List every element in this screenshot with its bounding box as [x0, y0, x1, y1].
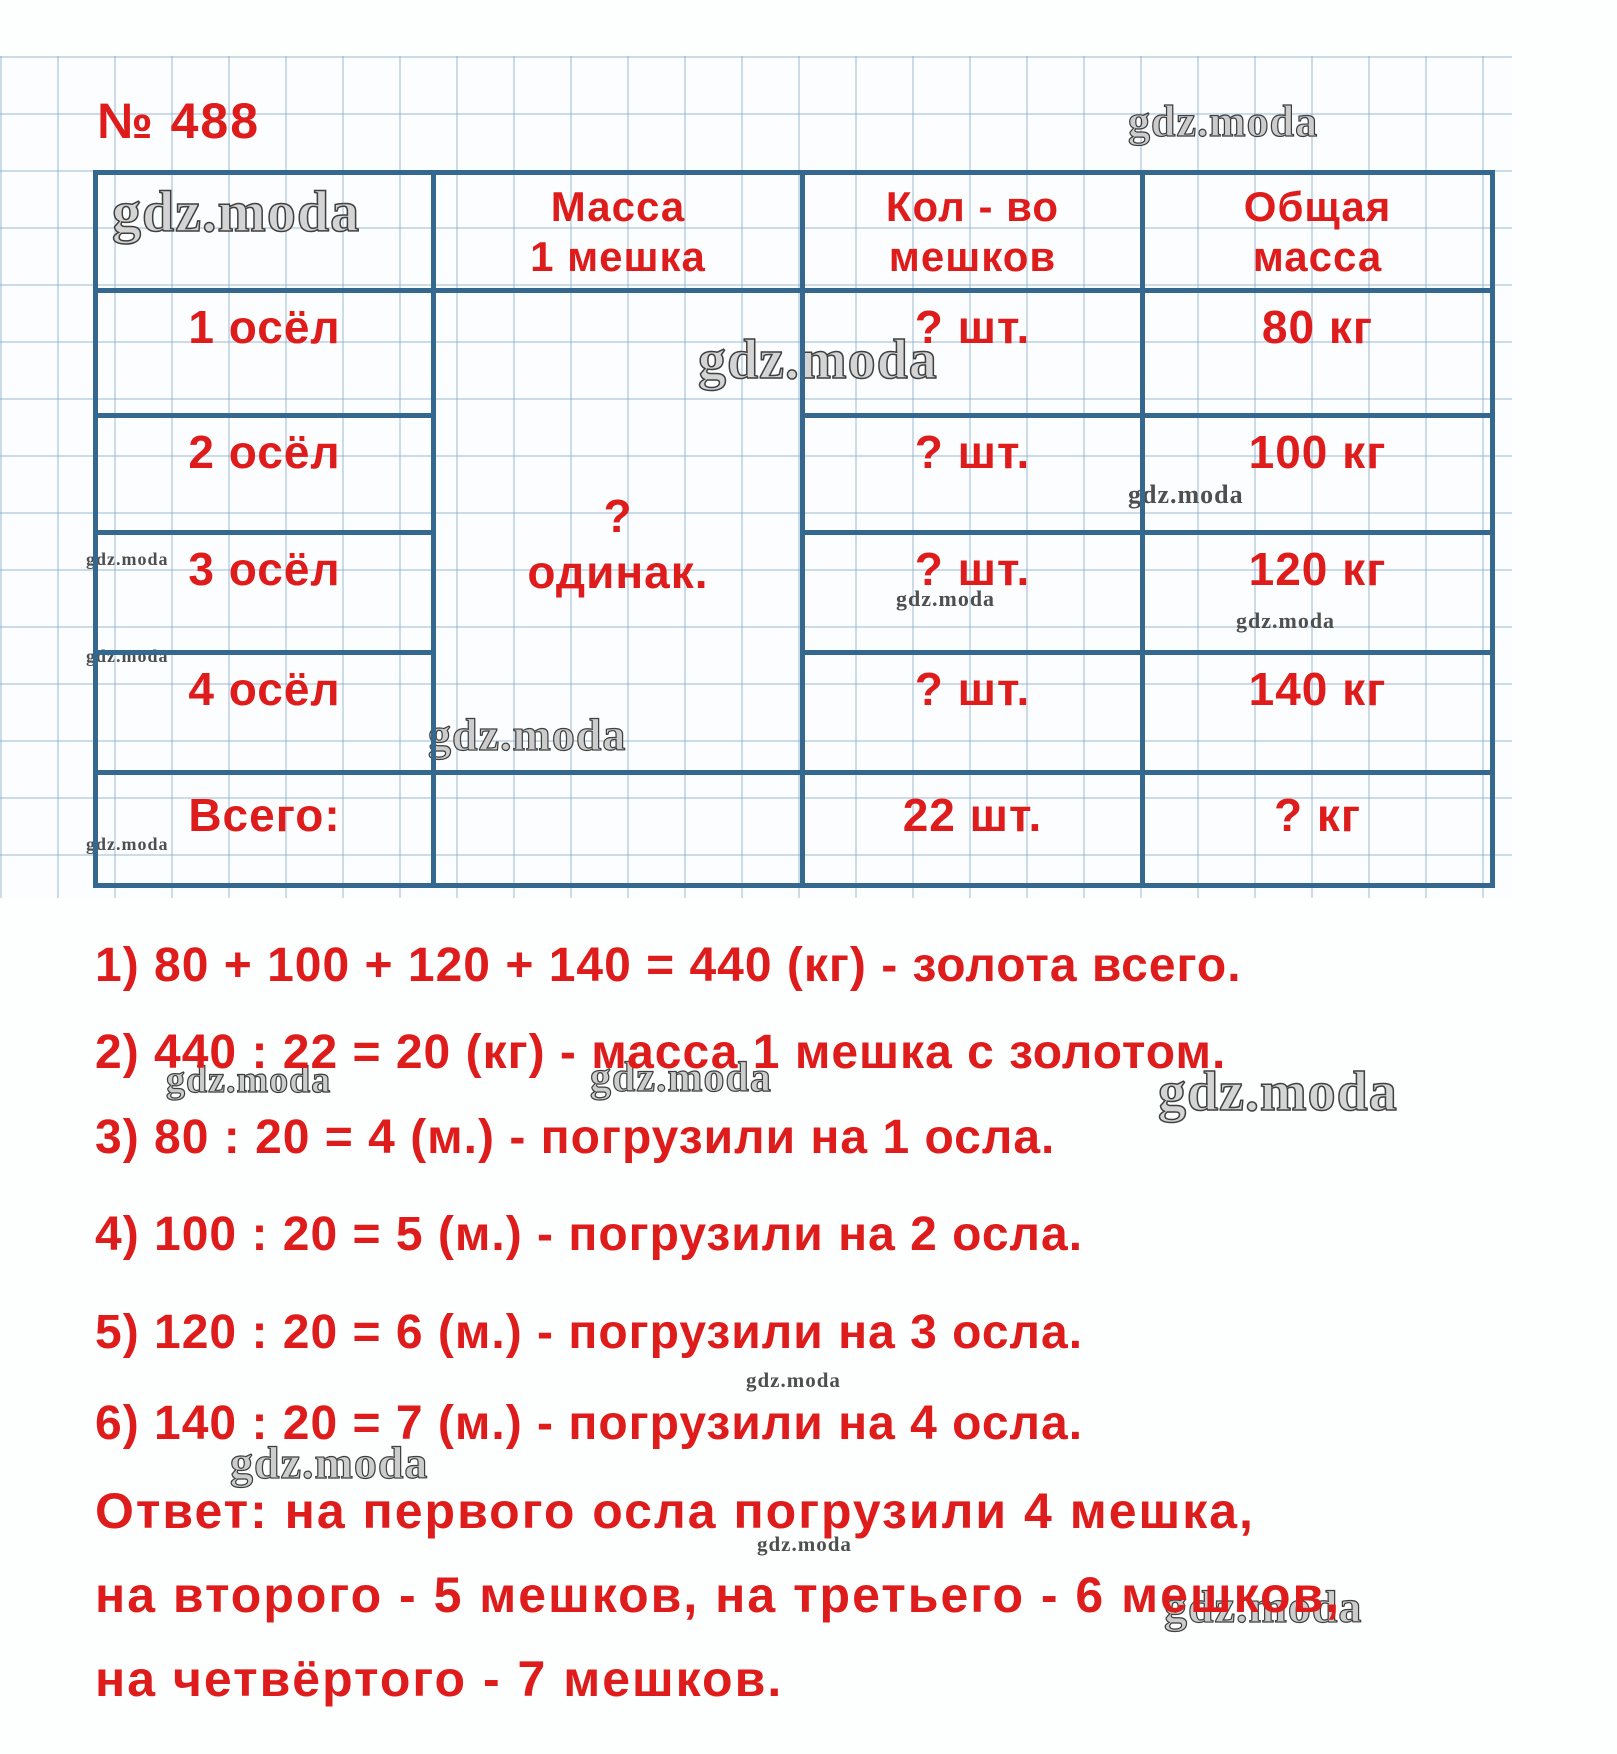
answer-line-3: на четвёртого - 7 мешков. — [95, 1651, 784, 1707]
total-row-label: Всего: — [188, 789, 341, 841]
merged-mass-note: одинак. — [527, 546, 709, 598]
table-divider — [800, 530, 1490, 535]
watermark: gdz.moda — [111, 178, 361, 245]
grid-paper-background — [0, 56, 1512, 898]
watermark: gdz.moda — [229, 1436, 429, 1488]
solution-step-4: 4) 100 : 20 = 5 (м.) - погрузили на 2 ос… — [95, 1208, 1084, 1261]
row-label: 4 осёл — [188, 663, 341, 715]
table-divider — [431, 175, 436, 883]
row-total-mass: 100 кг — [1248, 426, 1387, 478]
solution-step-1: 1) 80 + 100 + 120 + 140 = 440 (кг) - зол… — [95, 939, 1242, 992]
header-line: 1 мешка — [530, 232, 706, 280]
table-divider — [98, 288, 1490, 293]
watermark: gdz.moda — [1236, 608, 1336, 633]
header-line: мешков — [888, 232, 1057, 280]
row-bag-count: ? шт. — [914, 543, 1031, 595]
table-divider — [800, 175, 805, 883]
row-label: 1 осёл — [188, 301, 341, 353]
header-line: Кол - во — [885, 182, 1060, 230]
answer-line-1: Ответ: на первого осла погрузили 4 мешка… — [95, 1483, 1255, 1539]
watermark: gdz.moda — [589, 1054, 772, 1101]
watermark: gdz.moda — [427, 708, 627, 760]
watermark: gdz.moda — [896, 586, 996, 611]
table-divider — [98, 413, 436, 418]
watermark: gdz.moda — [1128, 480, 1244, 509]
row-label: 3 осёл — [188, 543, 341, 595]
solution-step-2: 2) 440 : 22 = 20 (кг) - масса 1 мешка с … — [95, 1026, 1227, 1079]
table-divider — [98, 770, 1490, 775]
row-total-mass: 140 кг — [1248, 663, 1387, 715]
row-total-mass: 120 кг — [1248, 543, 1387, 595]
row-bag-count: ? шт. — [914, 301, 1031, 353]
watermark: gdz.moda — [1163, 1580, 1363, 1632]
data-table: Масса 1 мешка Кол - во мешков Общая масс… — [93, 170, 1495, 888]
watermark: gdz.moda — [165, 1058, 332, 1101]
table-divider — [98, 650, 436, 655]
row-label: 2 осёл — [188, 426, 341, 478]
header-total-mass: Общая масса — [1145, 175, 1490, 288]
header-line: Общая — [1243, 182, 1392, 230]
watermark: gdz.moda — [1127, 96, 1319, 146]
solution-step-6: 6) 140 : 20 = 7 (м.) - погрузили на 4 ос… — [95, 1397, 1084, 1450]
answer-line-2: на второго - 5 мешков, на третьего - 6 м… — [95, 1567, 1342, 1623]
total-row-bag-count: 22 шт. — [902, 789, 1043, 841]
watermark: gdz.moda — [86, 834, 169, 854]
problem-number: № 488 — [97, 93, 261, 149]
table-divider — [800, 413, 1490, 418]
watermark: gdz.moda — [757, 1532, 852, 1556]
watermark: gdz.moda — [1157, 1060, 1398, 1124]
header-line: масса — [1252, 232, 1383, 280]
table-divider — [1140, 175, 1145, 883]
row-total-mass: 80 кг — [1261, 301, 1374, 353]
total-row-total-mass: ? кг — [1273, 789, 1362, 841]
solution-step-3: 3) 80 : 20 = 4 (м.) - погрузили на 1 осл… — [95, 1111, 1056, 1164]
solution-step-5: 5) 120 : 20 = 6 (м.) - погрузили на 3 ос… — [95, 1306, 1084, 1359]
watermark: gdz.moda — [86, 549, 169, 569]
header-mass-per-bag: Масса 1 мешка — [436, 175, 800, 288]
row-bag-count: ? шт. — [914, 663, 1031, 715]
row-bag-count: ? шт. — [914, 426, 1031, 478]
merged-mass-question: ? — [603, 490, 633, 542]
header-line: Масса — [550, 182, 686, 230]
table-divider — [98, 530, 436, 535]
header-bag-count: Кол - во мешков — [805, 175, 1140, 288]
watermark: gdz.moda — [697, 328, 938, 392]
table-divider — [800, 650, 1490, 655]
merged-mass-cell: ? одинак. — [436, 293, 800, 770]
watermark: gdz.moda — [746, 1368, 841, 1392]
